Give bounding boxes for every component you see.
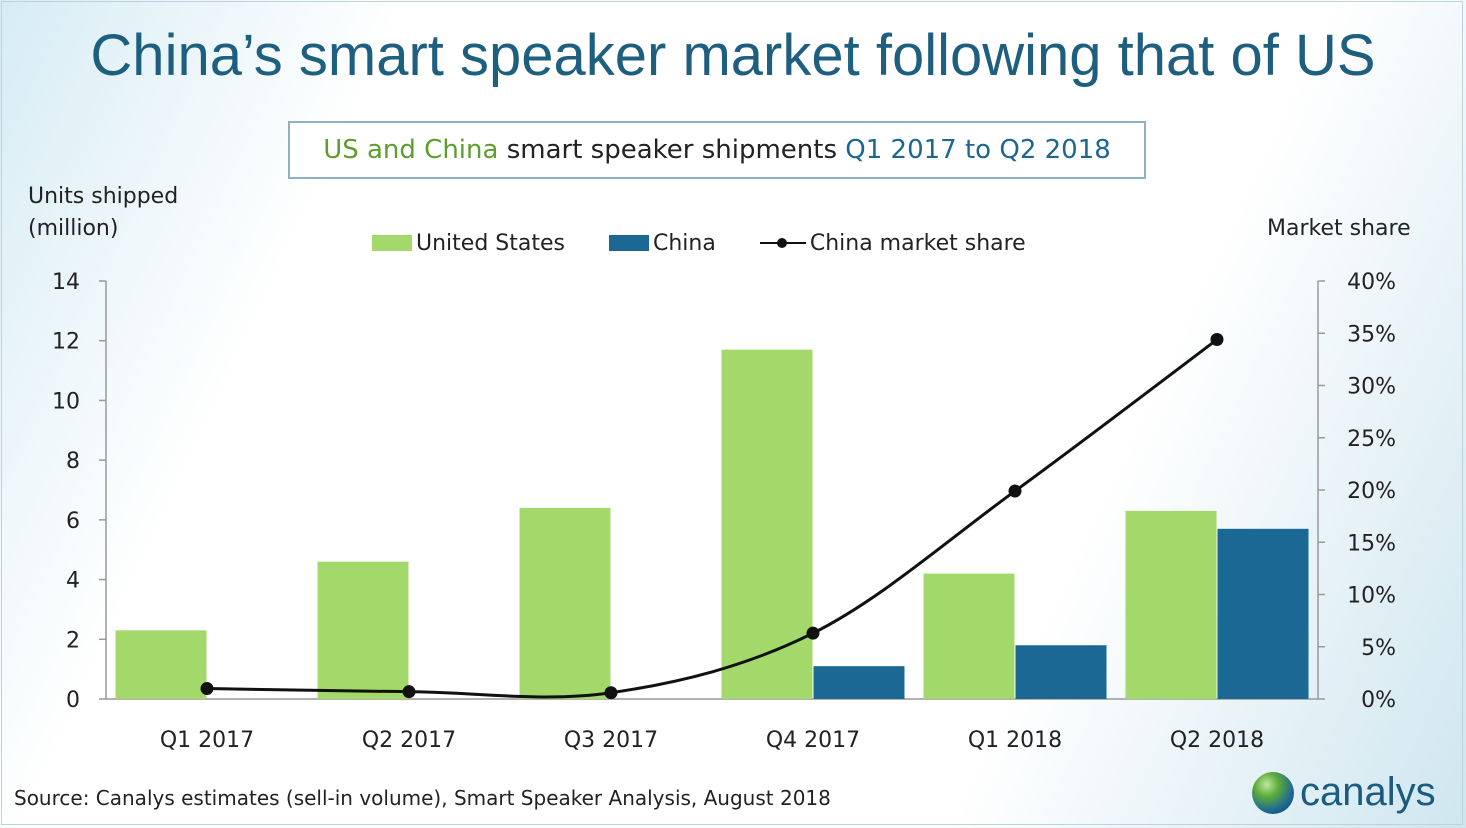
bar-china [1015,645,1107,699]
chart-legend: United States China China market share [372,226,1070,260]
y-axis-title-line1: Units shipped [28,184,179,209]
legend-swatch-china-share [759,235,806,251]
bar-us [317,561,409,699]
subtitle-middle: smart speaker shipments [498,135,846,165]
logo-wordmark: canalys [1300,770,1436,814]
y-tick-label: 10 [52,389,80,414]
bar-us [923,573,1015,699]
globe-icon [1252,771,1294,814]
y2-tick-label: 25% [1347,427,1396,452]
point-china-market-share [1008,484,1022,498]
subtitle-period: Q1 2017 to Q2 2018 [845,135,1111,165]
y-tick-label: 14 [52,270,80,295]
x-tick-label: Q1 2017 [160,728,254,753]
page-title: China’s smart speaker market following t… [90,23,1376,88]
y2-tick-label: 20% [1347,479,1396,504]
point-china-market-share [402,685,416,699]
x-tick-label: Q4 2017 [766,728,860,753]
source-note: Source: Canalys estimates (sell-in volum… [14,786,831,810]
x-tick-label: Q1 2018 [968,728,1062,753]
bar-us [1125,510,1217,699]
point-china-market-share [200,682,214,696]
y-tick-label: 6 [66,509,80,534]
legend-item-china: China [608,230,716,256]
y2-tick-label: 5% [1361,636,1396,661]
bar-us [519,507,611,699]
legend-label-china: China [652,230,716,256]
legend-label-china-share: China market share [809,230,1026,256]
point-china-market-share [806,626,820,640]
legend-label-us: United States [416,230,565,256]
x-tick-label: Q2 2017 [362,728,456,753]
y2-axis-title: Market share [1267,216,1411,241]
bar-china [1217,528,1309,699]
y2-tick-label: 35% [1347,322,1396,347]
legend-item-china-share: China market share [759,230,1026,256]
y2-tick-label: 15% [1347,531,1396,556]
bar-china [813,666,905,699]
canalys-logo: canalys [1252,770,1436,815]
chart-subtitle: US and China smart speaker shipments Q1 … [288,121,1146,179]
y2-tick-label: 0% [1361,688,1396,713]
legend-item-us: United States [372,231,565,256]
y-tick-label: 8 [66,449,80,474]
point-china-market-share [604,686,618,700]
legend-swatch-us [372,235,412,251]
x-tick-label: Q3 2017 [564,728,658,753]
x-tick-label: Q2 2018 [1170,728,1264,753]
y2-tick-label: 30% [1347,375,1396,400]
bar-us [721,349,813,699]
y-axis-title-line2: (million) [28,216,119,241]
subtitle-countries: US and China [323,135,499,165]
y2-tick-label: 40% [1347,270,1396,295]
y-tick-label: 12 [52,330,80,355]
y-tick-label: 4 [66,569,80,594]
line-china-market-share [206,338,1218,699]
legend-swatch-china [608,235,649,251]
point-china-market-share [1210,333,1224,347]
y-axis-title: Units shipped (million) [28,181,178,245]
y-tick-label: 2 [66,628,80,653]
bar-us [115,630,207,699]
y-tick-label: 0 [66,688,80,713]
y2-tick-label: 10% [1347,584,1396,609]
